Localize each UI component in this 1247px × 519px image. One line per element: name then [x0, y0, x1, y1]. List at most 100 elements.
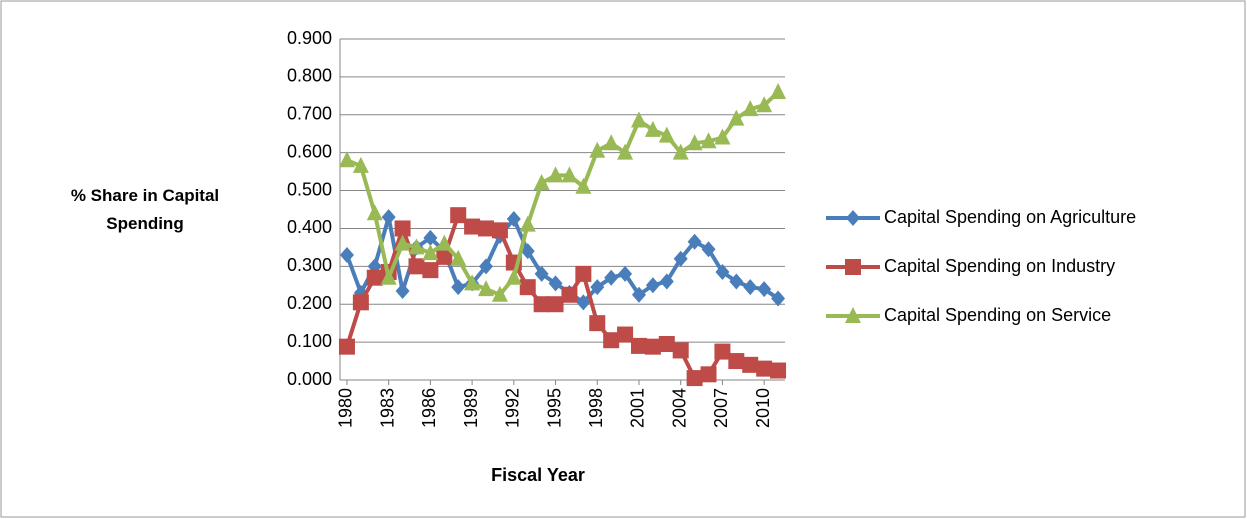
- data-point: [742, 100, 759, 117]
- data-point: [366, 204, 383, 221]
- x-tick-label: 2007: [711, 388, 731, 428]
- data-point: [505, 268, 522, 285]
- data-point: [743, 279, 758, 296]
- y-tick-label: 0.700: [287, 104, 332, 124]
- legend-marker: [845, 259, 861, 275]
- data-point: [381, 209, 396, 226]
- x-tick-label: 1989: [461, 388, 481, 428]
- data-point: [520, 243, 535, 260]
- x-tick-label: 1995: [544, 388, 564, 428]
- data-point: [422, 244, 439, 261]
- data-point: [630, 337, 647, 354]
- data-point: [451, 279, 466, 296]
- legend-marker: [846, 210, 860, 226]
- data-point: [714, 343, 731, 360]
- data-point: [658, 126, 675, 143]
- data-point: [604, 269, 619, 286]
- data-point: [506, 210, 521, 227]
- data-point: [548, 275, 563, 292]
- data-point: [394, 234, 411, 251]
- data-point: [714, 128, 731, 145]
- data-point: [547, 296, 564, 313]
- data-point: [771, 290, 786, 307]
- data-point: [436, 248, 453, 265]
- data-point: [630, 111, 647, 128]
- data-point: [715, 264, 730, 281]
- data-point: [644, 338, 661, 355]
- data-point: [770, 83, 787, 100]
- data-point: [533, 296, 550, 313]
- legend-label: Capital Spending on Agriculture: [884, 207, 1136, 227]
- x-tick-label: 1983: [377, 388, 397, 428]
- data-point: [673, 250, 688, 267]
- data-point: [687, 233, 702, 250]
- data-point: [408, 258, 425, 275]
- data-point: [659, 273, 674, 290]
- x-tick-label: 1986: [419, 388, 439, 428]
- data-point: [534, 265, 549, 282]
- data-point: [366, 269, 383, 286]
- x-tick-label: 2004: [669, 388, 689, 428]
- x-tick-label: 1992: [503, 388, 523, 428]
- data-point: [770, 362, 787, 379]
- data-point: [464, 218, 481, 235]
- data-point: [631, 286, 646, 303]
- y-tick-label: 0.000: [287, 369, 332, 389]
- y-tick-label: 0.900: [287, 28, 332, 48]
- x-tick-label: 2001: [628, 388, 648, 428]
- y-tick-label: 0.800: [287, 66, 332, 86]
- data-point: [450, 207, 467, 224]
- data-point: [644, 120, 661, 137]
- data-point: [422, 262, 439, 279]
- data-point: [478, 280, 495, 297]
- data-point: [686, 134, 703, 151]
- data-point: [395, 282, 410, 299]
- data-point: [436, 234, 453, 251]
- data-point: [394, 220, 411, 237]
- data-point: [756, 96, 773, 113]
- data-point: [701, 241, 716, 258]
- data-point: [575, 177, 592, 194]
- data-point: [408, 238, 425, 255]
- data-point: [575, 265, 592, 282]
- y-tick-label: 0.100: [287, 331, 332, 351]
- data-point: [672, 143, 689, 160]
- data-point: [590, 279, 605, 296]
- data-point: [617, 326, 634, 343]
- data-point: [491, 285, 508, 302]
- data-point: [561, 286, 578, 303]
- data-point: [729, 273, 744, 290]
- data-point: [352, 294, 369, 311]
- data-point: [338, 151, 355, 168]
- data-point: [589, 315, 606, 332]
- data-point: [589, 141, 606, 158]
- data-point: [686, 370, 703, 387]
- x-tick-label: 1980: [336, 388, 356, 428]
- legend-label: Capital Spending on Industry: [884, 256, 1115, 276]
- y-tick-label: 0.600: [287, 141, 332, 161]
- y-tick-label: 0.400: [287, 217, 332, 237]
- data-point: [479, 258, 494, 275]
- data-point: [464, 274, 481, 291]
- data-point: [380, 268, 397, 285]
- data-point: [756, 360, 773, 377]
- data-point: [533, 173, 550, 190]
- data-point: [338, 338, 355, 355]
- data-point: [450, 249, 467, 266]
- y-axis-title: % Share in Capital Spending: [70, 186, 220, 233]
- data-point: [728, 109, 745, 126]
- data-point: [672, 342, 689, 359]
- data-point: [603, 134, 620, 151]
- x-tick-label: 1998: [586, 388, 606, 428]
- data-point: [645, 277, 660, 294]
- y-tick-label: 0.300: [287, 255, 332, 275]
- data-point: [603, 332, 620, 349]
- data-point: [547, 166, 564, 183]
- data-point: [757, 281, 772, 298]
- y-tick-label: 0.200: [287, 293, 332, 313]
- legend-label: Capital Spending on Service: [884, 305, 1111, 325]
- x-axis-title: Fiscal Year: [491, 465, 585, 485]
